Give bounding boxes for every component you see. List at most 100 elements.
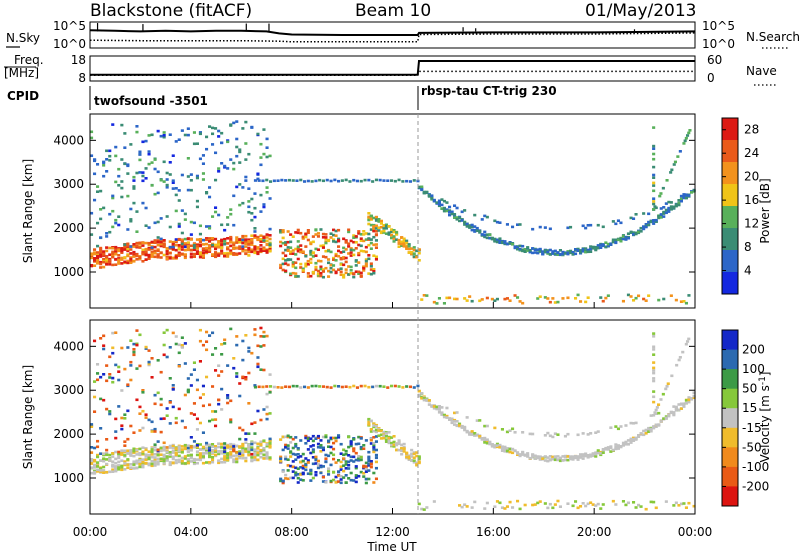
- data-cell: [384, 225, 388, 228]
- data-cell: [432, 500, 436, 503]
- data-cell: [208, 245, 212, 248]
- data-cell: [153, 402, 157, 406]
- data-cell: [455, 218, 459, 221]
- data-cell: [135, 462, 139, 465]
- data-cell: [229, 447, 233, 451]
- data-cell: [180, 461, 184, 465]
- data-cell: [284, 243, 288, 246]
- data-cell: [321, 232, 325, 236]
- data-cell: [450, 212, 454, 216]
- data-cell: [311, 255, 315, 258]
- data-cell: [626, 236, 630, 240]
- data-cell: [543, 250, 547, 254]
- data-cell: [111, 209, 115, 213]
- y-tick-label: 3000: [53, 177, 84, 191]
- data-cell: [379, 429, 383, 433]
- data-cell: [432, 199, 436, 203]
- data-cell: [241, 238, 245, 242]
- data-cell: [289, 450, 293, 453]
- data-cell: [374, 215, 378, 219]
- data-cell: [416, 384, 420, 388]
- data-cell: [120, 468, 124, 472]
- data-cell: [687, 131, 691, 135]
- data-cell: [281, 479, 285, 483]
- data-cell: [226, 452, 230, 455]
- data-cell: [138, 158, 142, 162]
- data-cell: [153, 241, 157, 244]
- data-cell: [189, 233, 193, 236]
- data-cell: [538, 250, 542, 253]
- data-cell: [505, 242, 509, 246]
- data-cell: [162, 459, 166, 463]
- data-cell: [247, 238, 251, 241]
- data-cell: [114, 331, 118, 334]
- data-cell: [156, 452, 160, 455]
- data-cell: [374, 466, 378, 470]
- data-cell: [144, 241, 148, 245]
- data-cell: [294, 266, 298, 270]
- data-cell: [437, 405, 441, 408]
- data-cell: [397, 439, 401, 442]
- data-cell: [247, 210, 251, 214]
- data-cell: [362, 239, 366, 243]
- data-cell: [581, 432, 585, 435]
- data-cell: [147, 349, 151, 352]
- data-cell: [114, 245, 118, 249]
- data-cell: [141, 244, 145, 247]
- data-cell: [490, 297, 494, 301]
- data-cell: [556, 253, 560, 256]
- data-cell: [304, 463, 308, 467]
- data-cell: [681, 350, 685, 354]
- data-cell: [531, 251, 535, 255]
- data-cell: [268, 457, 272, 461]
- data-cell: [324, 249, 328, 253]
- data-cell: [296, 476, 300, 480]
- data-cell: [111, 194, 115, 198]
- data-cell: [314, 247, 318, 251]
- data-cell: [195, 142, 199, 145]
- data-cell: [495, 442, 499, 446]
- data-cell: [553, 455, 557, 458]
- data-cell: [105, 462, 109, 466]
- data-cell: [306, 179, 310, 183]
- data-cell: [253, 230, 257, 233]
- data-cell: [321, 179, 325, 183]
- data-cell: [183, 256, 187, 260]
- data-cell: [189, 373, 193, 376]
- data-cell: [629, 437, 633, 441]
- data-cell: [405, 247, 409, 250]
- data-cell: [276, 179, 280, 182]
- data-cell: [214, 447, 218, 450]
- data-cell: [581, 248, 585, 251]
- data-cell: [674, 203, 678, 206]
- data-cell: [339, 267, 343, 270]
- data-cell: [183, 253, 187, 256]
- data-cell: [102, 260, 106, 264]
- data-cell: [205, 249, 209, 252]
- data-cell: [659, 420, 663, 423]
- data-cell: [268, 245, 272, 248]
- data-cell: [96, 185, 100, 188]
- data-cell: [596, 449, 600, 452]
- data-cell: [262, 449, 266, 453]
- data-cell: [448, 296, 452, 300]
- data-cell: [229, 235, 233, 239]
- data-cell: [205, 330, 209, 334]
- data-cell: [120, 180, 124, 183]
- data-cell: [324, 481, 328, 484]
- data-cell: [265, 236, 269, 239]
- data-cell: [465, 505, 469, 508]
- data-cell: [232, 357, 236, 360]
- data-cell: [268, 249, 272, 253]
- data-cell: [675, 363, 679, 367]
- data-cell: [566, 458, 570, 462]
- freq-tick-bottom: 8: [78, 71, 86, 85]
- data-cell: [448, 213, 452, 217]
- data-cell: [259, 249, 263, 253]
- data-cell: [138, 241, 142, 245]
- data-cell: [159, 256, 163, 259]
- data-cell: [674, 298, 678, 302]
- data-cell: [195, 199, 199, 203]
- data-cell: [289, 233, 293, 236]
- data-cell: [214, 410, 218, 413]
